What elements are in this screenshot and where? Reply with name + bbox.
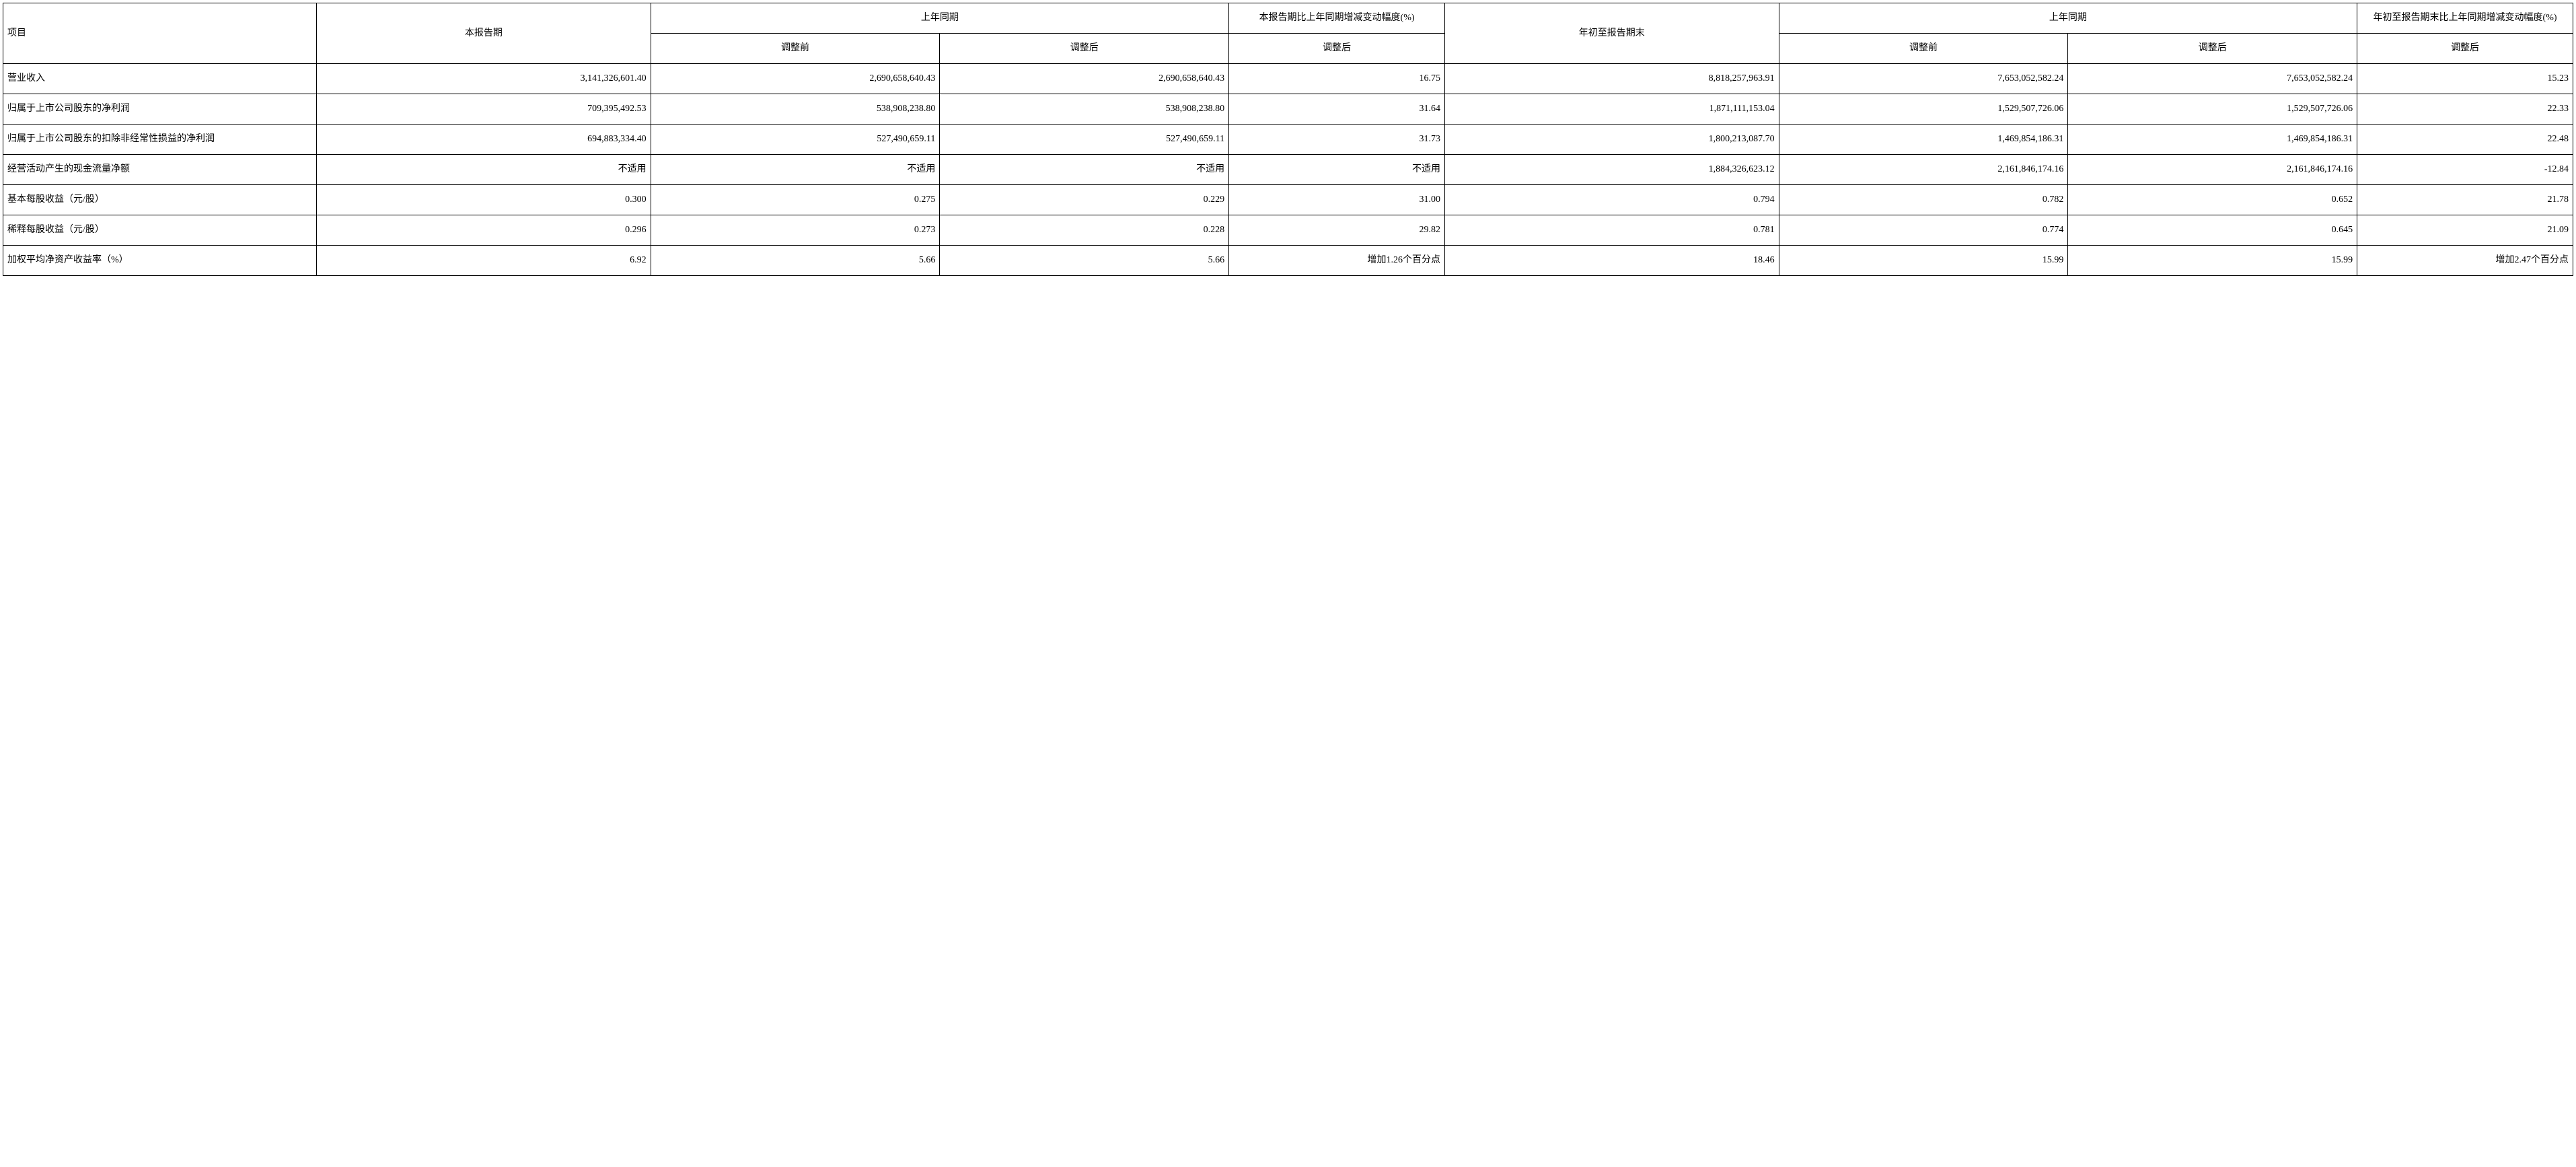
cell-value: 2,161,846,174.16 bbox=[1779, 155, 2068, 185]
cell-value: 0.781 bbox=[1445, 215, 1779, 246]
cell-value: 538,908,238.80 bbox=[940, 94, 1229, 125]
cell-value: 0.275 bbox=[651, 185, 940, 215]
cell-value: 29.82 bbox=[1229, 215, 1445, 246]
header-change-pct: 本报告期比上年同期增减变动幅度(%) bbox=[1229, 3, 1445, 34]
cell-value: 709,395,492.53 bbox=[317, 94, 651, 125]
cell-value: 6.92 bbox=[317, 246, 651, 276]
header-row-1: 项目 本报告期 上年同期 本报告期比上年同期增减变动幅度(%) 年初至报告期末 … bbox=[3, 3, 2573, 34]
cell-value: -12.84 bbox=[2357, 155, 2573, 185]
row-label: 加权平均净资产收益率（%） bbox=[3, 246, 317, 276]
cell-value: 5.66 bbox=[940, 246, 1229, 276]
table-row: 加权平均净资产收益率（%） 6.92 5.66 5.66 增加1.26个百分点 … bbox=[3, 246, 2573, 276]
header-prior-period-group: 上年同期 bbox=[651, 3, 1229, 34]
cell-value: 15.99 bbox=[1779, 246, 2068, 276]
cell-value: 2,161,846,174.16 bbox=[2068, 155, 2357, 185]
cell-value: 22.48 bbox=[2357, 125, 2573, 155]
cell-value: 15.99 bbox=[2068, 246, 2357, 276]
table-body: 营业收入 3,141,326,601.40 2,690,658,640.43 2… bbox=[3, 64, 2573, 276]
header-ytd: 年初至报告期末 bbox=[1445, 3, 1779, 64]
cell-value: 18.46 bbox=[1445, 246, 1779, 276]
header-item: 项目 bbox=[3, 3, 317, 64]
cell-value: 增加1.26个百分点 bbox=[1229, 246, 1445, 276]
header-after-adj-ytd: 调整后 bbox=[2068, 34, 2357, 64]
cell-value: 31.00 bbox=[1229, 185, 1445, 215]
cell-value: 0.228 bbox=[940, 215, 1229, 246]
cell-value: 16.75 bbox=[1229, 64, 1445, 94]
cell-value: 31.64 bbox=[1229, 94, 1445, 125]
cell-value: 不适用 bbox=[317, 155, 651, 185]
cell-value: 527,490,659.11 bbox=[651, 125, 940, 155]
header-prior-ytd-group: 上年同期 bbox=[1779, 3, 2357, 34]
row-label: 归属于上市公司股东的净利润 bbox=[3, 94, 317, 125]
cell-value: 21.78 bbox=[2357, 185, 2573, 215]
cell-value: 不适用 bbox=[940, 155, 1229, 185]
cell-value: 694,883,334.40 bbox=[317, 125, 651, 155]
cell-value: 0.300 bbox=[317, 185, 651, 215]
cell-value: 0.794 bbox=[1445, 185, 1779, 215]
header-current-period: 本报告期 bbox=[317, 3, 651, 64]
cell-value: 538,908,238.80 bbox=[651, 94, 940, 125]
cell-value: 不适用 bbox=[651, 155, 940, 185]
cell-value: 1,529,507,726.06 bbox=[1779, 94, 2068, 125]
cell-value: 5.66 bbox=[651, 246, 940, 276]
table-row: 营业收入 3,141,326,601.40 2,690,658,640.43 2… bbox=[3, 64, 2573, 94]
cell-value: 31.73 bbox=[1229, 125, 1445, 155]
cell-value: 0.645 bbox=[2068, 215, 2357, 246]
header-before-adj-ytd: 调整前 bbox=[1779, 34, 2068, 64]
cell-value: 不适用 bbox=[1229, 155, 1445, 185]
cell-value: 1,800,213,087.70 bbox=[1445, 125, 1779, 155]
cell-value: 2,690,658,640.43 bbox=[940, 64, 1229, 94]
cell-value: 1,529,507,726.06 bbox=[2068, 94, 2357, 125]
table-row: 稀释每股收益（元/股） 0.296 0.273 0.228 29.82 0.78… bbox=[3, 215, 2573, 246]
table-row: 归属于上市公司股东的净利润 709,395,492.53 538,908,238… bbox=[3, 94, 2573, 125]
row-label: 稀释每股收益（元/股） bbox=[3, 215, 317, 246]
cell-value: 0.296 bbox=[317, 215, 651, 246]
cell-value: 1,469,854,186.31 bbox=[1779, 125, 2068, 155]
financial-table: 项目 本报告期 上年同期 本报告期比上年同期增减变动幅度(%) 年初至报告期末 … bbox=[3, 3, 2573, 276]
cell-value: 21.09 bbox=[2357, 215, 2573, 246]
cell-value: 2,690,658,640.43 bbox=[651, 64, 940, 94]
cell-value: 8,818,257,963.91 bbox=[1445, 64, 1779, 94]
cell-value: 1,469,854,186.31 bbox=[2068, 125, 2357, 155]
cell-value: 0.273 bbox=[651, 215, 940, 246]
cell-value: 15.23 bbox=[2357, 64, 2573, 94]
cell-value: 1,871,111,153.04 bbox=[1445, 94, 1779, 125]
header-before-adj: 调整前 bbox=[651, 34, 940, 64]
cell-value: 7,653,052,582.24 bbox=[1779, 64, 2068, 94]
row-label: 营业收入 bbox=[3, 64, 317, 94]
header-after-adj-ytd-2: 调整后 bbox=[2357, 34, 2573, 64]
row-label: 基本每股收益（元/股） bbox=[3, 185, 317, 215]
cell-value: 527,490,659.11 bbox=[940, 125, 1229, 155]
table-row: 归属于上市公司股东的扣除非经常性损益的净利润 694,883,334.40 52… bbox=[3, 125, 2573, 155]
cell-value: 0.782 bbox=[1779, 185, 2068, 215]
table-row: 基本每股收益（元/股） 0.300 0.275 0.229 31.00 0.79… bbox=[3, 185, 2573, 215]
cell-value: 增加2.47个百分点 bbox=[2357, 246, 2573, 276]
table-header: 项目 本报告期 上年同期 本报告期比上年同期增减变动幅度(%) 年初至报告期末 … bbox=[3, 3, 2573, 64]
header-after-adj-2: 调整后 bbox=[1229, 34, 1445, 64]
cell-value: 7,653,052,582.24 bbox=[2068, 64, 2357, 94]
row-label: 归属于上市公司股东的扣除非经常性损益的净利润 bbox=[3, 125, 317, 155]
cell-value: 3,141,326,601.40 bbox=[317, 64, 651, 94]
table-row: 经营活动产生的现金流量净额 不适用 不适用 不适用 不适用 1,884,326,… bbox=[3, 155, 2573, 185]
header-ytd-change-pct: 年初至报告期末比上年同期增减变动幅度(%) bbox=[2357, 3, 2573, 34]
cell-value: 22.33 bbox=[2357, 94, 2573, 125]
cell-value: 0.229 bbox=[940, 185, 1229, 215]
cell-value: 0.774 bbox=[1779, 215, 2068, 246]
cell-value: 0.652 bbox=[2068, 185, 2357, 215]
header-after-adj: 调整后 bbox=[940, 34, 1229, 64]
row-label: 经营活动产生的现金流量净额 bbox=[3, 155, 317, 185]
cell-value: 1,884,326,623.12 bbox=[1445, 155, 1779, 185]
